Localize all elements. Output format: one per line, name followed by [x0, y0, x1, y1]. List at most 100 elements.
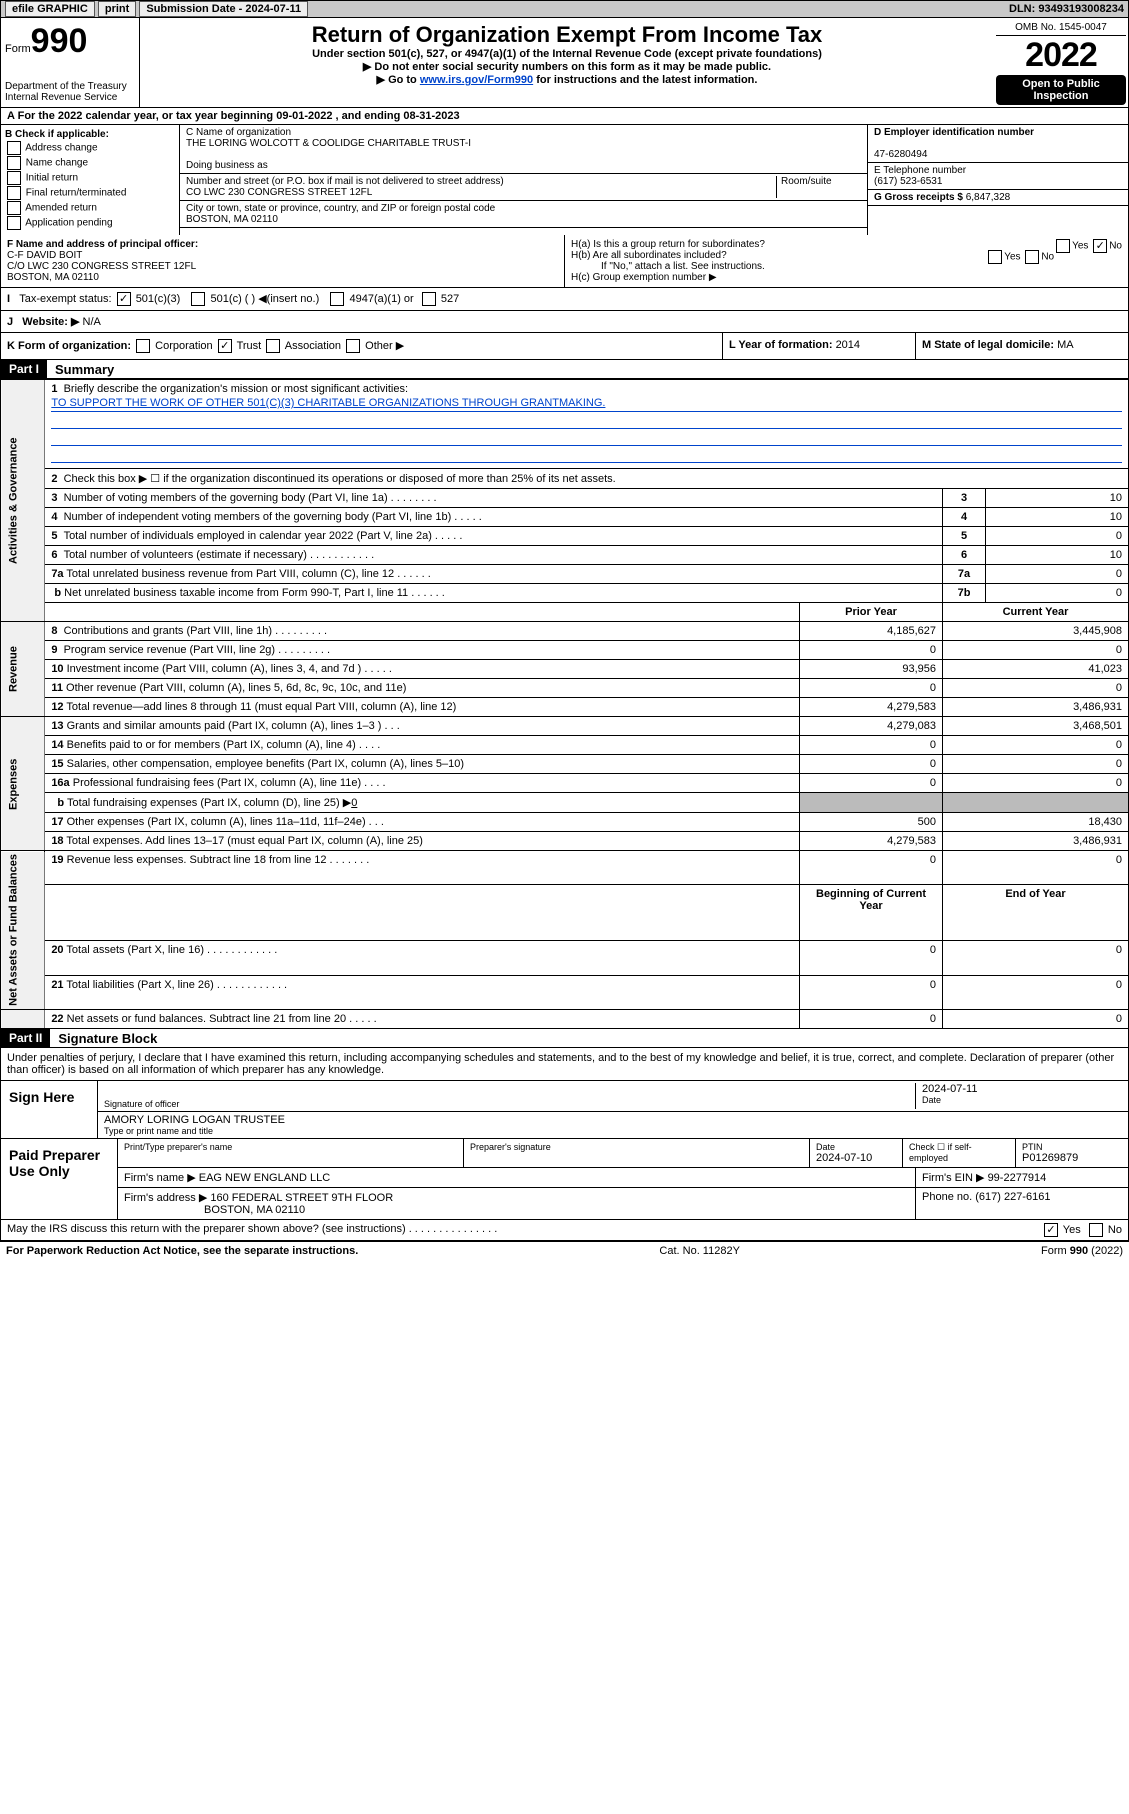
firm-addr1: 160 FEDERAL STREET 9TH FLOOR	[210, 1192, 393, 1204]
section-i: I Tax-exempt status: 501(c)(3) 501(c) ( …	[0, 288, 1129, 311]
open-inspection-badge: Open to Public Inspection	[996, 75, 1126, 105]
line9-text: Program service revenue (Part VIII, line…	[64, 644, 276, 656]
firm-name-label: Firm's name ▶	[124, 1172, 196, 1184]
line18-curr: 3,486,931	[943, 832, 1129, 851]
d-label: D Employer identification number	[874, 127, 1034, 138]
line9-curr: 0	[943, 641, 1129, 660]
line21-text: Total liabilities (Part X, line 26)	[66, 979, 213, 991]
part2-title: Signature Block	[50, 1031, 157, 1046]
tax-year: 2022	[996, 36, 1126, 75]
top-bar: efile GRAPHIC print Submission Date - 20…	[0, 0, 1129, 18]
ha-text: H(a) Is this a group return for subordin…	[571, 239, 765, 250]
paperwork-notice: For Paperwork Reduction Act Notice, see …	[6, 1245, 358, 1257]
b-opt-address: Address change	[25, 143, 97, 154]
line15-curr: 0	[943, 755, 1129, 774]
line16a-text: Professional fundraising fees (Part IX, …	[73, 777, 361, 789]
b-opt-final: Final return/terminated	[26, 188, 127, 199]
hb-text: H(b) Are all subordinates included?	[571, 250, 727, 261]
k-other: Other ▶	[365, 340, 404, 352]
form-number: 990	[31, 22, 88, 60]
efile-button[interactable]: efile GRAPHIC	[5, 1, 95, 17]
year-formation: 2014	[836, 339, 860, 351]
rev-sidelabel: Revenue	[1, 622, 45, 717]
domicile: MA	[1057, 339, 1074, 351]
website-value: N/A	[83, 316, 101, 328]
line7b-box: 7b	[943, 584, 986, 603]
section-j: J Website: ▶ N/A	[0, 311, 1129, 333]
room-label: Room/suite	[776, 176, 861, 198]
k-corp: Corporation	[155, 340, 212, 352]
line21-prior: 0	[800, 975, 943, 1009]
form-title: Return of Organization Exempt From Incom…	[148, 22, 986, 48]
addr-label: Number and street (or P.O. box if mail i…	[186, 176, 776, 187]
firm-addr2: BOSTON, MA 02110	[124, 1204, 305, 1216]
ptin-label: PTIN	[1022, 1142, 1122, 1152]
line7a-val: 0	[986, 565, 1129, 584]
line3-val: 10	[986, 489, 1129, 508]
sig-officer-label: Signature of officer	[104, 1099, 915, 1109]
line3-box: 3	[943, 489, 986, 508]
form-header: Form990 Department of the Treasury Inter…	[0, 18, 1129, 108]
line8-text: Contributions and grants (Part VIII, lin…	[64, 625, 273, 637]
k-assoc: Association	[285, 340, 341, 352]
line7a-text: Total unrelated business revenue from Pa…	[66, 568, 394, 580]
net-sidelabel: Net Assets or Fund Balances	[1, 851, 45, 1010]
line14-curr: 0	[943, 736, 1129, 755]
footer: For Paperwork Reduction Act Notice, see …	[0, 1241, 1129, 1260]
sub3-post: for instructions and the latest informat…	[533, 74, 757, 86]
dba-label: Doing business as	[186, 160, 861, 171]
dln-label: DLN:	[1009, 3, 1038, 15]
declaration-text: Under penalties of perjury, I declare th…	[1, 1048, 1128, 1080]
line6-text: Total number of volunteers (estimate if …	[64, 549, 307, 561]
line22-prior: 0	[800, 1010, 943, 1029]
b-label: B Check if applicable:	[5, 129, 109, 140]
line12-prior: 4,279,583	[800, 698, 943, 717]
paid-preparer-label: Paid Preparer Use Only	[1, 1139, 118, 1219]
line11-curr: 0	[943, 679, 1129, 698]
j-label: Website: ▶	[22, 316, 79, 328]
line4-box: 4	[943, 508, 986, 527]
prep-sig-label: Preparer's signature	[470, 1142, 803, 1152]
phone-label: Phone no.	[922, 1191, 972, 1203]
line20-prior: 0	[800, 941, 943, 975]
line14-text: Benefits paid to or for members (Part IX…	[67, 739, 356, 751]
line7a-box: 7a	[943, 565, 986, 584]
sig-date: 2024-07-11	[922, 1083, 1122, 1095]
line11-prior: 0	[800, 679, 943, 698]
line11-text: Other revenue (Part VIII, column (A), li…	[66, 682, 406, 694]
section-c: C Name of organization THE LORING WOLCOT…	[180, 125, 867, 235]
line16a-prior: 0	[800, 774, 943, 793]
section-d: D Employer identification number 47-6280…	[868, 125, 1128, 163]
print-button[interactable]: print	[98, 1, 136, 17]
period-begin: 09-01-2022	[276, 110, 332, 122]
line12-text: Total revenue—add lines 8 through 11 (mu…	[66, 701, 456, 713]
firm-name: EAG NEW ENGLAND LLC	[199, 1172, 330, 1184]
period-row: A For the 2022 calendar year, or tax yea…	[0, 108, 1129, 125]
line19-text: Revenue less expenses. Subtract line 18 …	[67, 854, 327, 866]
date-label: Date	[922, 1095, 1122, 1105]
line17-text: Other expenses (Part IX, column (A), lin…	[67, 816, 366, 828]
firm-addr-label: Firm's address ▶	[124, 1192, 207, 1204]
exp-sidelabel: Expenses	[1, 717, 45, 851]
line18-prior: 4,279,583	[800, 832, 943, 851]
sub3-pre: ▶ Go to	[377, 74, 420, 86]
col-begin: Beginning of Current Year	[800, 885, 943, 941]
line10-prior: 93,956	[800, 660, 943, 679]
section-m: M State of legal domicile: MA	[916, 333, 1128, 359]
line22-curr: 0	[943, 1010, 1129, 1029]
dln-value: 93493193008234	[1038, 3, 1124, 15]
col-end: End of Year	[943, 885, 1129, 941]
q1-text: Briefly describe the organization's miss…	[64, 383, 408, 395]
g-label: G Gross receipts $	[874, 192, 963, 203]
line14-prior: 0	[800, 736, 943, 755]
line10-text: Investment income (Part VIII, column (A)…	[67, 663, 362, 675]
i-label: Tax-exempt status:	[19, 293, 111, 305]
line15-text: Salaries, other compensation, employee b…	[67, 758, 464, 770]
firm-ein-label: Firm's EIN ▶	[922, 1172, 985, 1184]
line16b-val: 0	[351, 797, 357, 809]
firm-phone: (617) 227-6161	[975, 1191, 1050, 1203]
line5-text: Total number of individuals employed in …	[64, 530, 432, 542]
form990-link[interactable]: www.irs.gov/Form990	[420, 74, 533, 86]
section-k: K Form of organization: Corporation Trus…	[1, 333, 723, 359]
period-text: For the 2022 calendar year, or tax year …	[18, 110, 277, 122]
